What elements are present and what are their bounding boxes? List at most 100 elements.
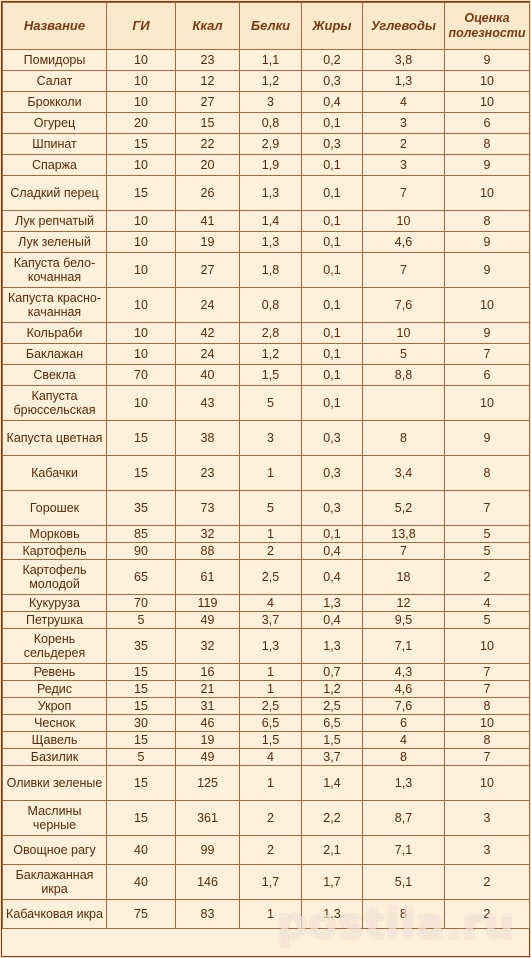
cell-usefulness: 10: [444, 175, 530, 211]
table-row: Оливки зеленые 15 125 1 1,4 1,3 10: [2, 765, 530, 801]
cell-carbs: 7,6: [362, 697, 445, 715]
cell-carbs: 8,7: [362, 800, 445, 836]
cell-protein: 2: [239, 542, 302, 560]
table-row: Лук зеленый 10 19 1,3 0,1 4,6 9: [2, 231, 530, 253]
cell-fat: 0,7: [301, 663, 363, 681]
cell-gi: 15: [106, 765, 176, 801]
cell-usefulness: 3: [444, 800, 530, 836]
cell-kcal: 42: [175, 322, 240, 344]
cell-gi: 15: [106, 731, 176, 749]
cell-carbs: 3: [362, 154, 445, 176]
cell-gi: 10: [106, 385, 176, 421]
cell-fat: 0,2: [301, 49, 363, 71]
cell-gi: 5: [106, 748, 176, 766]
cell-protein: 3: [239, 420, 302, 456]
cell-protein: 1,9: [239, 154, 302, 176]
cell-usefulness: 4: [444, 594, 530, 612]
cell-protein: 1: [239, 525, 302, 543]
cell-kcal: 12: [175, 70, 240, 92]
cell-gi: 10: [106, 322, 176, 344]
cell-fat: 0,1: [301, 343, 363, 365]
cell-usefulness: 6: [444, 112, 530, 134]
cell-kcal: 40: [175, 364, 240, 386]
cell-carbs: 7,1: [362, 835, 445, 865]
table-row: Чеснок 30 46 6,5 6,5 6 10: [2, 714, 530, 732]
cell-carbs: 7: [362, 252, 445, 288]
header-name: Название: [2, 2, 107, 50]
cell-carbs: 1,3: [362, 70, 445, 92]
cell-name: Картофель молодой: [2, 559, 107, 595]
cell-fat: 3,7: [301, 748, 363, 766]
cell-name: Лук зеленый: [2, 231, 107, 253]
cell-fat: 0,4: [301, 91, 363, 113]
cell-fat: 0,1: [301, 364, 363, 386]
cell-kcal: 99: [175, 835, 240, 865]
table-row: Баклажан 10 24 1,2 0,1 5 7: [2, 343, 530, 365]
cell-usefulness: 7: [444, 343, 530, 365]
cell-name: Картофель: [2, 542, 107, 560]
header-fat: Жиры: [301, 2, 363, 50]
table-row: Кабачковая икра 75 83 1 1,3 8 2: [2, 899, 530, 929]
cell-gi: 10: [106, 70, 176, 92]
cell-usefulness: 10: [444, 287, 530, 323]
cell-usefulness: 9: [444, 322, 530, 344]
cell-kcal: 20: [175, 154, 240, 176]
cell-protein: 1: [239, 455, 302, 491]
cell-kcal: 24: [175, 287, 240, 323]
cell-fat: 0,1: [301, 252, 363, 288]
cell-carbs: 10: [362, 322, 445, 344]
cell-kcal: 83: [175, 899, 240, 929]
cell-fat: 0,3: [301, 133, 363, 155]
table-row: Овощное рагу 40 99 2 2,1 7,1 3: [2, 835, 530, 865]
cell-carbs: 7: [362, 542, 445, 560]
cell-gi: 10: [106, 49, 176, 71]
cell-gi: 10: [106, 252, 176, 288]
cell-kcal: 19: [175, 731, 240, 749]
cell-name: Редис: [2, 680, 107, 698]
table-row: Помидоры 10 23 1,1 0,2 3,8 9: [2, 49, 530, 71]
cell-usefulness: 10: [444, 70, 530, 92]
cell-carbs: 8: [362, 748, 445, 766]
header-kcal: Ккал: [175, 2, 240, 50]
cell-protein: 2: [239, 835, 302, 865]
cell-gi: 15: [106, 420, 176, 456]
table-row: Лук репчатый 10 41 1,4 0,1 10 8: [2, 210, 530, 232]
cell-carbs: 4,6: [362, 231, 445, 253]
cell-name: Петрушка: [2, 611, 107, 629]
cell-gi: 65: [106, 559, 176, 595]
cell-fat: 2,5: [301, 697, 363, 715]
cell-protein: 0,8: [239, 112, 302, 134]
cell-usefulness: 9: [444, 420, 530, 456]
table-row: Кабачки 15 23 1 0,3 3,4 8: [2, 455, 530, 491]
cell-name: Кабачки: [2, 455, 107, 491]
cell-usefulness: 2: [444, 559, 530, 595]
cell-usefulness: 7: [444, 680, 530, 698]
cell-usefulness: 3: [444, 835, 530, 865]
cell-usefulness: 6: [444, 364, 530, 386]
cell-fat: 1,2: [301, 680, 363, 698]
cell-gi: 15: [106, 133, 176, 155]
cell-carbs: 9,5: [362, 611, 445, 629]
cell-fat: 0,4: [301, 559, 363, 595]
cell-gi: 15: [106, 680, 176, 698]
table-row: Сладкий перец 15 26 1,3 0,1 7 10: [2, 175, 530, 211]
table-row: Щавель 15 19 1,5 1,5 4 8: [2, 731, 530, 749]
cell-fat: 0,1: [301, 287, 363, 323]
cell-usefulness: 8: [444, 731, 530, 749]
cell-protein: 2: [239, 800, 302, 836]
cell-carbs: 12: [362, 594, 445, 612]
header-usefulness: Оценка полезности: [444, 2, 530, 50]
cell-name: Капуста красно-качанная: [2, 287, 107, 323]
cell-kcal: 49: [175, 611, 240, 629]
cell-protein: 2,5: [239, 697, 302, 715]
table-row: Кольраби 10 42 2,8 0,1 10 9: [2, 322, 530, 344]
cell-protein: 1,2: [239, 343, 302, 365]
cell-protein: 5: [239, 490, 302, 526]
cell-protein: 4: [239, 748, 302, 766]
cell-usefulness: 5: [444, 611, 530, 629]
cell-fat: 0,1: [301, 231, 363, 253]
cell-usefulness: 9: [444, 49, 530, 71]
cell-kcal: 49: [175, 748, 240, 766]
cell-name: Корень сельдерея: [2, 628, 107, 664]
